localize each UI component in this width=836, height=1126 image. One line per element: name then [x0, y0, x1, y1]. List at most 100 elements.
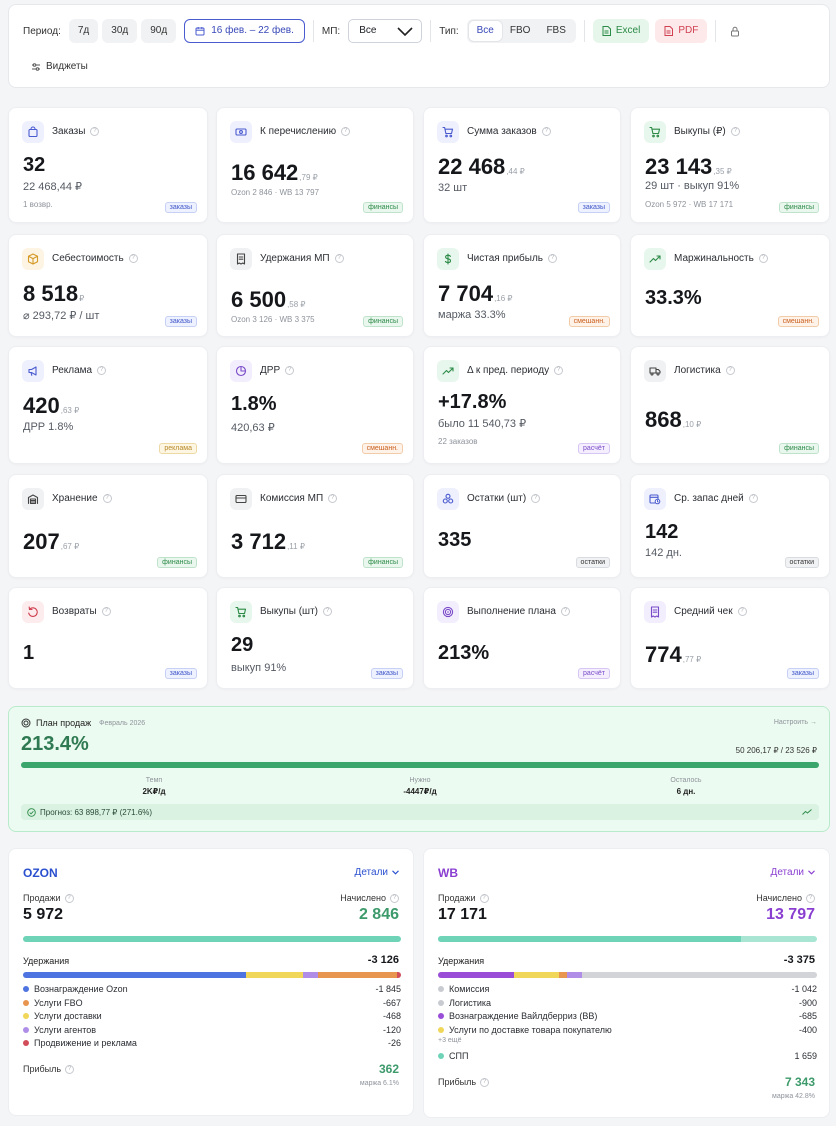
card-value: 213%	[438, 642, 490, 664]
card-source-tag: смешанн.	[568, 316, 610, 327]
legend-dot	[23, 986, 29, 992]
kpi-card[interactable]: Заказы? 32 22 468,44 ₽ 1 возвр. заказы	[8, 107, 208, 223]
period-7d-button[interactable]: 7д	[68, 19, 99, 43]
pie-icon	[235, 365, 247, 377]
mp-margin: маржа 6.1%	[359, 1080, 399, 1087]
help-icon[interactable]: ?	[334, 254, 344, 263]
kpi-card[interactable]: Маржинальность? 33.3% смешанн.	[630, 234, 830, 337]
help-icon[interactable]: ?	[102, 494, 112, 503]
kpi-card[interactable]: К перечислению? 16 642,79 ₽ Ozon 2 846 · W…	[216, 107, 414, 223]
date-range-picker[interactable]: 16 фев. – 22 фев.	[184, 19, 305, 43]
kpi-card[interactable]: Выкупы (шт)? 29 выкуп 91% заказы	[216, 587, 414, 689]
help-icon[interactable]: ?	[758, 254, 768, 263]
help-icon[interactable]: ?	[531, 494, 541, 503]
kpi-card[interactable]: Чистая прибыль? 7 704,16 ₽ маржа 33.3% смеш…	[423, 234, 621, 337]
card-source-tag: финансы	[779, 202, 819, 213]
type-all-button[interactable]: Все	[468, 21, 502, 41]
help-icon[interactable]: ?	[548, 254, 557, 263]
help-icon[interactable]: ?	[480, 1077, 490, 1087]
plan-configure-link[interactable]: Настроить →	[773, 719, 817, 726]
kpi-card[interactable]: Выкупы (₽)? 23 143,35 ₽29 шт · выкуп 91% O…	[630, 107, 830, 223]
box-icon	[27, 253, 39, 265]
help-icon[interactable]: ?	[285, 366, 295, 375]
help-icon[interactable]: ?	[390, 893, 399, 903]
help-icon[interactable]: ?	[64, 893, 74, 903]
help-icon[interactable]: ?	[737, 607, 747, 616]
kpi-card[interactable]: ДРР? 1.8% 420,63 ₽ смешанн.	[216, 346, 414, 464]
kpi-card[interactable]: Выполнение плана? 213% расчёт	[423, 587, 621, 689]
card-subtext: 22 468,44 ₽	[23, 181, 82, 193]
kpi-card[interactable]: Δ к пред. периоду? +17.8% было 11 540,73 ₽…	[423, 346, 621, 464]
mp-details-button[interactable]: Детали	[355, 867, 399, 878]
export-excel-button[interactable]: Excel	[592, 19, 650, 43]
toolbar-row: Период: 7д 30д 90д 16 фев. – 22 фев. МП:…	[23, 18, 740, 44]
help-icon[interactable]: ?	[730, 127, 740, 136]
card-subtext: ⌀ 293,72 ₽ / шт	[23, 310, 100, 322]
mp-deduction-item: Услуги агентов -120	[23, 1025, 401, 1035]
help-icon[interactable]: ?	[554, 366, 564, 375]
card-value-row: 6 500,58 ₽	[231, 287, 306, 313]
card-source-tag: финансы	[363, 202, 403, 213]
card-icon-box	[22, 121, 44, 143]
kpi-card[interactable]: Возвраты? 1 заказы	[8, 587, 208, 689]
help-icon[interactable]: ?	[806, 893, 815, 903]
help-icon[interactable]: ?	[328, 494, 338, 503]
card-title: Хранение	[52, 493, 98, 504]
kpi-card[interactable]: Удержания МП? 6 500,58 ₽ Ozon 3 126 · WB 3…	[216, 234, 414, 337]
mp-deduction-item-value: -1 845	[375, 984, 401, 994]
card-icon-box	[22, 248, 44, 270]
mp-accrued-value: 2 846	[358, 906, 399, 923]
mp-details-label: Детали	[354, 867, 388, 878]
kpi-card[interactable]: Себестоимость? 8 518₽ ⌀ 293,72 ₽ / шт заказ…	[8, 234, 208, 337]
help-icon[interactable]: ?	[560, 607, 570, 616]
help-icon[interactable]: ?	[748, 494, 758, 503]
marketplace-panel: WB Детали Продажи? 17 171 Начислено? 13 797 Уд…	[423, 848, 830, 1118]
lock-icon[interactable]	[730, 26, 740, 37]
legend-dot	[23, 1013, 29, 1019]
card-icon-box	[644, 360, 666, 382]
period-90d-button[interactable]: 90д	[141, 19, 177, 43]
widgets-button[interactable]: Виджеты	[31, 61, 88, 72]
export-pdf-button[interactable]: PDF	[655, 19, 708, 43]
kpi-card[interactable]: Ср. запас дней? 142 142 дн. остатки	[630, 474, 830, 578]
kpi-card[interactable]: Хранение? 207,67 ₽ финансы	[8, 474, 208, 578]
mp-deduction-item-value: -26	[387, 1038, 401, 1048]
mp-select[interactable]: Все	[348, 19, 423, 43]
kpi-card[interactable]: Комиссия МП? 3 712,11 ₽ финансы	[216, 474, 414, 578]
card-title: Возвраты	[52, 606, 97, 617]
type-fbo-button[interactable]: FBO	[509, 25, 531, 36]
plan-progress-track	[21, 762, 819, 768]
mp-details-button[interactable]: Детали	[771, 867, 815, 878]
card-title-row: Чистая прибыль?	[467, 253, 557, 264]
card-source-tag: заказы	[786, 668, 819, 679]
help-icon[interactable]: ?	[479, 893, 489, 903]
card-title: Маржинальность	[674, 253, 754, 264]
kpi-card[interactable]: Реклама? 420,63 ₽ ДРР 1.8% реклама	[8, 346, 208, 464]
help-icon[interactable]: ?	[97, 366, 107, 375]
help-icon[interactable]: ?	[90, 127, 100, 136]
type-fbs-button[interactable]: FBS	[546, 25, 566, 36]
mp-name: OZON	[23, 866, 58, 880]
card-value: 7 704	[438, 281, 494, 306]
card-icon-box	[22, 601, 44, 623]
mp-deduction-segment	[302, 972, 318, 978]
card-subtext: 420,63 ₽	[231, 422, 275, 434]
kpi-card[interactable]: Средний чек? 774,77 ₽ заказы	[630, 587, 830, 689]
kpi-card[interactable]: Остатки (шт)? 335 остатки	[423, 474, 621, 578]
help-icon[interactable]: ?	[341, 127, 351, 136]
card-icon-box	[437, 248, 459, 270]
trend-up-icon	[442, 365, 454, 377]
kpi-card[interactable]: Логистика? 868,10 ₽ финансы	[630, 346, 830, 464]
help-icon[interactable]: ?	[128, 254, 138, 263]
period-30d-button[interactable]: 30д	[102, 19, 138, 43]
kpi-card[interactable]: Сумма заказов? 22 468,44 ₽ 32 шт заказы	[423, 107, 621, 223]
mp-sales-value: 17 171	[438, 906, 487, 923]
help-icon[interactable]: ?	[725, 366, 735, 375]
help-icon[interactable]: ?	[323, 607, 332, 616]
help-icon[interactable]: ?	[101, 607, 111, 616]
card-icon-box	[644, 121, 666, 143]
help-icon[interactable]: ?	[541, 127, 551, 136]
card-value: 774	[645, 642, 682, 667]
mp-more-link[interactable]: +3 ещё	[438, 1037, 462, 1044]
help-icon[interactable]: ?	[65, 1064, 75, 1074]
